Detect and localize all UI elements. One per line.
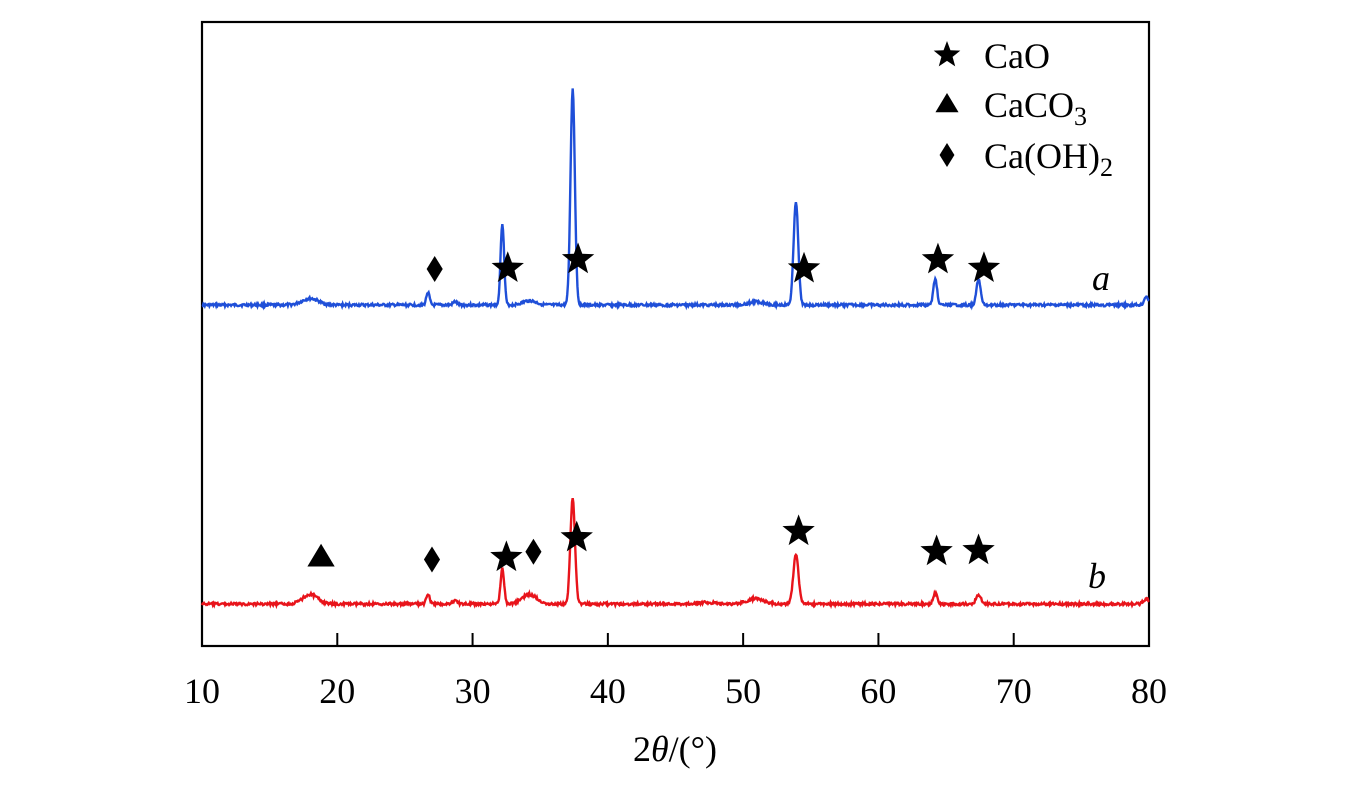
x-tick-label: 30	[455, 671, 491, 711]
legend-label: CaCO3	[984, 85, 1087, 131]
peak-marker-star-b	[782, 514, 815, 546]
peak-marker-star-b	[962, 533, 995, 565]
legend-label: Ca(OH)2	[984, 136, 1113, 182]
x-tick-label: 10	[184, 671, 220, 711]
peak-marker-star-b	[920, 534, 953, 566]
peak-marker-star-b	[560, 520, 593, 552]
peak-markers	[307, 242, 1001, 573]
legend-label: CaO	[984, 36, 1050, 76]
peak-marker-star-a	[921, 242, 955, 274]
series-a-line	[201, 88, 1150, 311]
x-axis-ticks: 10 20 30 40 50 60 70 80	[184, 633, 1167, 711]
peak-marker-triangle-b	[307, 543, 335, 567]
legend-diamond-icon	[939, 143, 955, 167]
peak-marker-diamond-b	[423, 546, 441, 573]
x-tick-label: 80	[1131, 671, 1167, 711]
peak-marker-diamond-a	[426, 255, 443, 282]
legend: CaO CaCO3 Ca(OH)2	[933, 36, 1113, 182]
peak-marker-star-a	[787, 251, 821, 283]
plot-frame	[200, 20, 1151, 648]
x-axis-title: 2θ/(°)	[633, 729, 717, 769]
series-curves: ab	[200, 88, 1150, 610]
series-b-label: b	[1088, 556, 1106, 596]
x-tick-label: 70	[996, 671, 1032, 711]
series-a-label: a	[1092, 258, 1110, 298]
legend-star-icon	[933, 41, 961, 67]
x-tick-label: 50	[725, 671, 761, 711]
peak-marker-star-a	[967, 251, 1001, 283]
peak-marker-star-b	[490, 540, 523, 572]
x-tick-label: 60	[860, 671, 896, 711]
legend-triangle-icon	[935, 93, 959, 113]
peak-marker-diamond-b	[525, 538, 542, 565]
peak-marker-star-a	[491, 251, 524, 283]
series-b-line	[200, 497, 1150, 610]
x-tick-label: 40	[590, 671, 626, 711]
peak-marker-star-a	[561, 242, 595, 274]
x-tick-label: 20	[319, 671, 355, 711]
